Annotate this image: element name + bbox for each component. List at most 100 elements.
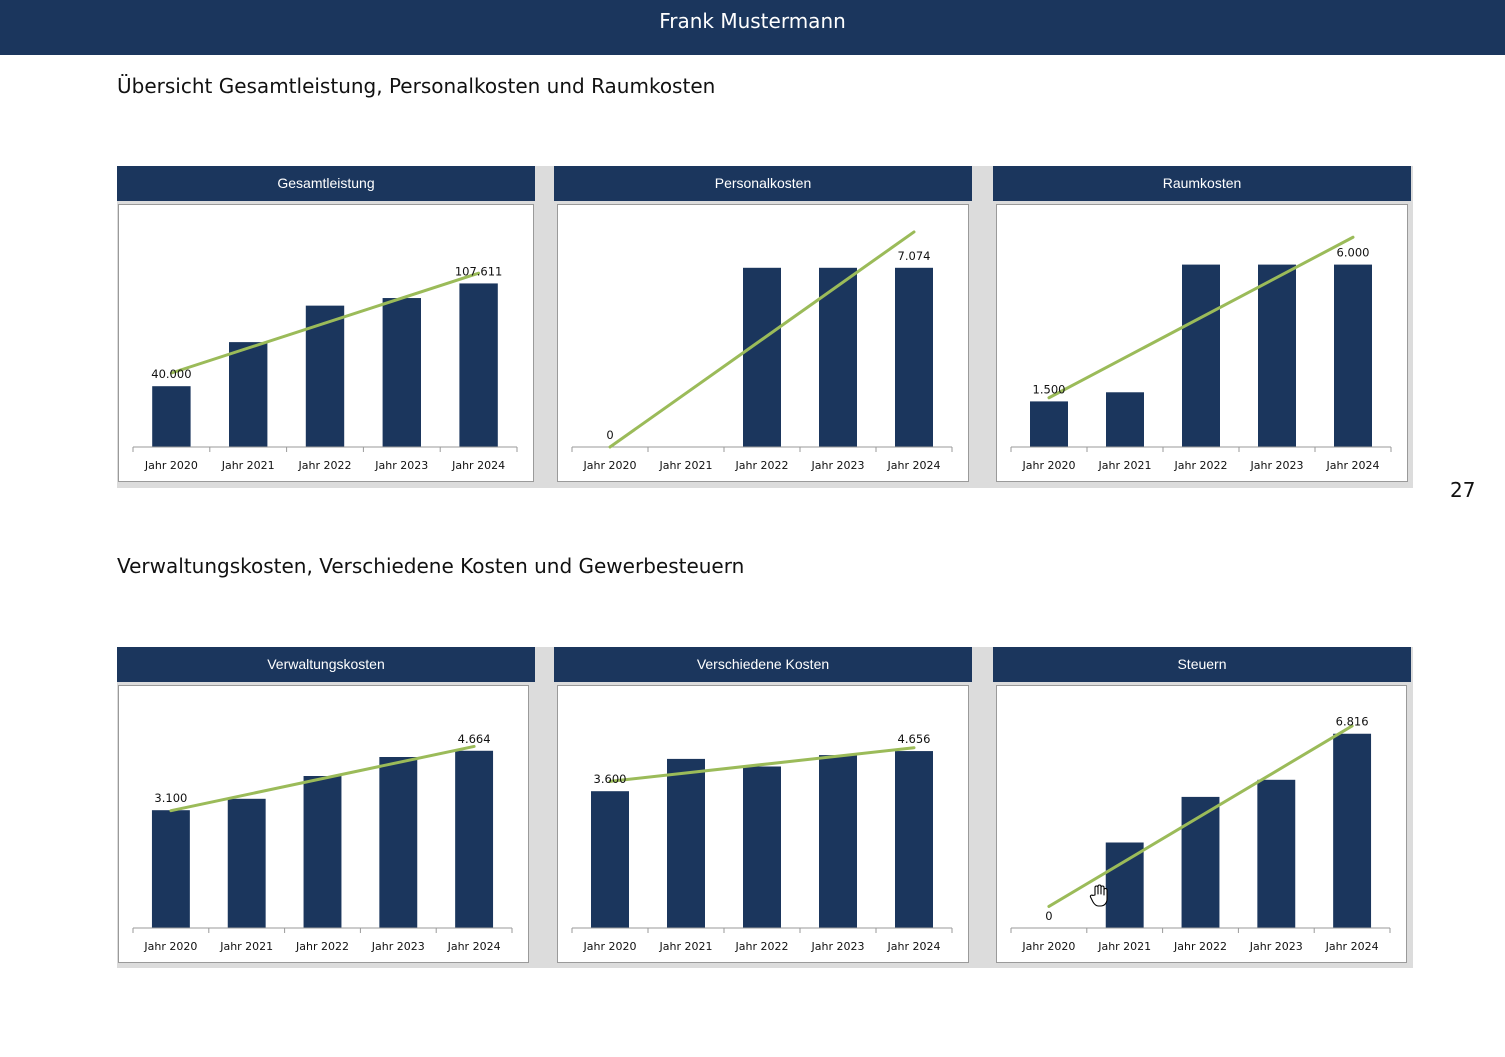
chart-bar	[1030, 401, 1068, 447]
x-tick-label: Jahr 2023	[374, 459, 428, 472]
chart-verwaltungskosten: Jahr 2020 Jahr 2021 Jahr 2022 Jahr 2023 Jahr…	[118, 685, 529, 963]
x-tick-label: Jahr 2022	[298, 459, 352, 472]
x-tick-label: Jahr 2020	[144, 459, 198, 472]
chart-bar	[1257, 779, 1296, 928]
x-tick-label: Jahr 2020	[1021, 940, 1075, 953]
chart-header-gesamtleistung: Gesamtleistung	[117, 166, 535, 201]
chart-bar	[1333, 733, 1372, 928]
x-tick-label: Jahr 2021	[659, 459, 713, 472]
chart-bar	[895, 267, 933, 447]
chart-title: Verwaltungskosten	[267, 656, 385, 672]
chart-svg: Jahr 2020 Jahr 2021 Jahr 2022 Jahr 2023 Jahr…	[571, 230, 953, 472]
page-number: 27	[1450, 478, 1476, 502]
x-tick-label: Jahr 2020	[583, 940, 637, 953]
chart-bar	[819, 267, 857, 447]
x-tick-label: Jahr 2022	[1174, 459, 1228, 472]
trend-line	[1047, 235, 1355, 400]
chart-raumkosten: Jahr 2020 Jahr 2021 Jahr 2022 Jahr 2023 Jahr…	[996, 204, 1408, 482]
trend-line	[169, 271, 481, 375]
data-label: 0	[606, 428, 613, 442]
x-tick-label: Jahr 2024	[447, 940, 501, 953]
chart-bar	[1334, 264, 1372, 447]
header-name: Frank Mustermann	[659, 9, 846, 33]
data-label: 3.600	[594, 772, 627, 786]
x-tick-label: Jahr 2022	[735, 459, 789, 472]
data-label: 6.816	[1336, 715, 1369, 729]
data-label: 7.074	[898, 249, 931, 263]
x-tick-label: Jahr 2023	[371, 940, 425, 953]
chart-bar	[895, 751, 933, 928]
trend-line	[608, 746, 916, 783]
chart-panel-row-1: Gesamtleistung Personalkosten Raumkosten…	[117, 166, 1413, 488]
chart-title: Gesamtleistung	[277, 175, 375, 191]
chart-bar	[227, 798, 266, 928]
chart-header-verschiedene-kosten: Verschiedene Kosten	[554, 647, 972, 682]
chart-bar	[303, 776, 342, 928]
data-label: 1.500	[1033, 382, 1066, 396]
chart-bar	[667, 758, 705, 928]
x-tick-label: Jahr 2022	[735, 940, 789, 953]
chart-svg: Jahr 2020 Jahr 2021 Jahr 2022 Jahr 2023 Jahr…	[571, 732, 953, 953]
x-tick-label: Jahr 2020	[1022, 459, 1076, 472]
data-label: 6.000	[1337, 246, 1370, 260]
x-tick-label: Jahr 2021	[221, 459, 275, 472]
chart-bar	[229, 342, 268, 447]
data-label: 40.000	[151, 367, 191, 381]
x-tick-label: Jahr 2024	[1325, 940, 1379, 953]
chart-svg: Jahr 2020 Jahr 2021 Jahr 2022 Jahr 2023 Jahr…	[1010, 235, 1392, 472]
chart-bar	[591, 791, 629, 928]
chart-svg: Jahr 2020 Jahr 2021 Jahr 2022 Jahr 2023 Jahr…	[132, 732, 513, 953]
chart-header-steuern: Steuern	[993, 647, 1411, 682]
data-label: 0	[1045, 909, 1052, 923]
chart-title: Personalkosten	[714, 175, 812, 191]
chart-header-raumkosten: Raumkosten	[993, 166, 1411, 201]
trend-line	[1047, 724, 1354, 908]
chart-bar	[1181, 796, 1220, 928]
chart-svg: Jahr 2020 Jahr 2021 Jahr 2022 Jahr 2023 Jahr…	[132, 264, 518, 472]
x-tick-label: Jahr 2024	[1326, 459, 1380, 472]
chart-bar	[743, 267, 781, 447]
chart-svg: Jahr 2020 Jahr 2021 Jahr 2022 Jahr 2023 Jahr…	[1010, 715, 1391, 953]
page-header: Frank Mustermann	[0, 0, 1505, 55]
section-title-overview: Übersicht Gesamtleistung, Personalkosten…	[117, 74, 716, 98]
data-label: 4.656	[898, 732, 931, 746]
chart-bar	[305, 305, 345, 447]
chart-header-personalkosten: Personalkosten	[554, 166, 972, 201]
x-tick-label: Jahr 2020	[583, 459, 637, 472]
x-tick-label: Jahr 2024	[887, 459, 941, 472]
x-tick-label: Jahr 2021	[659, 940, 713, 953]
chart-bar	[459, 283, 498, 447]
x-tick-label: Jahr 2023	[811, 940, 865, 953]
trend-line	[169, 744, 476, 813]
chart-panel-row-2: Verwaltungskosten Verschiedene Kosten St…	[117, 647, 1413, 968]
chart-verschiedene-kosten: Jahr 2020 Jahr 2021 Jahr 2022 Jahr 2023 Jahr…	[557, 685, 969, 963]
chart-bar	[819, 755, 857, 928]
chart-steuern: Jahr 2020 Jahr 2021 Jahr 2022 Jahr 2023 Jahr…	[996, 685, 1407, 963]
trend-line	[608, 230, 916, 449]
chart-bar	[1105, 842, 1144, 928]
x-tick-label: Jahr 2023	[1250, 459, 1304, 472]
data-label: 3.100	[154, 791, 187, 805]
chart-bar	[1106, 392, 1144, 447]
x-tick-label: Jahr 2020	[143, 940, 197, 953]
x-tick-label: Jahr 2021	[1097, 940, 1151, 953]
chart-bar	[1258, 264, 1296, 447]
chart-bar	[379, 757, 418, 928]
chart-personalkosten: Jahr 2020 Jahr 2021 Jahr 2022 Jahr 2023 Jahr…	[557, 204, 969, 482]
chart-title: Raumkosten	[1162, 175, 1242, 191]
x-tick-label: Jahr 2023	[811, 459, 865, 472]
chart-bar	[1182, 264, 1220, 447]
x-tick-label: Jahr 2022	[1173, 940, 1227, 953]
data-label: 107.611	[455, 264, 503, 278]
chart-title: Verschiedene Kosten	[696, 656, 830, 672]
section-title-costs: Verwaltungskosten, Verschiedene Kosten u…	[117, 554, 745, 578]
x-tick-label: Jahr 2021	[219, 940, 273, 953]
x-tick-label: Jahr 2022	[295, 940, 349, 953]
chart-bar	[152, 386, 191, 447]
chart-title: Steuern	[1177, 656, 1227, 672]
x-tick-label: Jahr 2023	[1249, 940, 1303, 953]
chart-gesamtleistung: Jahr 2020 Jahr 2021 Jahr 2022 Jahr 2023 Jahr…	[118, 204, 534, 482]
x-tick-label: Jahr 2024	[451, 459, 505, 472]
chart-header-verwaltungskosten: Verwaltungskosten	[117, 647, 535, 682]
x-tick-label: Jahr 2024	[887, 940, 941, 953]
